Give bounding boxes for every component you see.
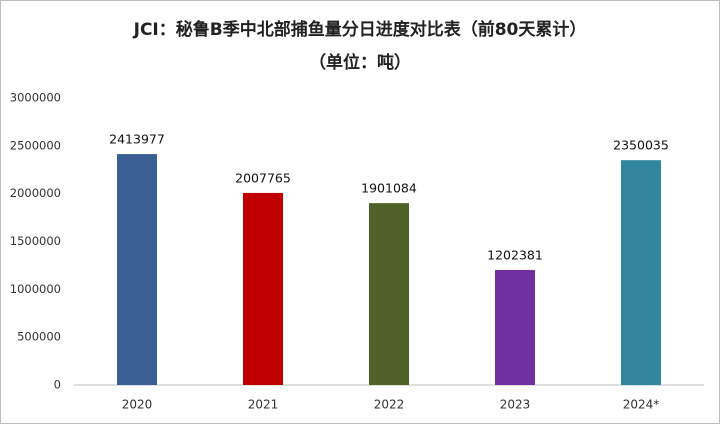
value-label: 1901084 <box>361 181 417 196</box>
chart-subtitle: （单位：吨） <box>309 52 411 73</box>
bar <box>243 192 283 385</box>
chart-title: JCI：秘鲁B季中北部捕鱼量分日进度对比表（前80天累计） <box>133 19 587 40</box>
x-tick-label: 2020 <box>122 398 153 412</box>
y-tick-label: 500000 <box>17 330 61 344</box>
bar <box>369 203 409 385</box>
value-label: 2350035 <box>613 138 669 153</box>
value-label: 2007765 <box>235 170 291 185</box>
x-tick-label: 2021 <box>248 398 279 412</box>
y-tick-label: 3000000 <box>10 91 61 105</box>
value-label: 2413977 <box>109 132 165 147</box>
y-tick-label: 0 <box>54 378 61 392</box>
bar <box>495 269 535 385</box>
bar <box>621 160 661 385</box>
x-tick-label: 2024* <box>623 398 660 412</box>
x-tick-label: 2022 <box>374 398 405 412</box>
y-tick-label: 2000000 <box>10 186 61 200</box>
x-tick-label: 2023 <box>500 398 531 412</box>
y-tick-label: 2500000 <box>10 138 61 152</box>
y-tick-label: 1000000 <box>10 282 61 296</box>
y-tick-label: 1500000 <box>10 234 61 248</box>
value-label: 1202381 <box>487 247 543 262</box>
bar <box>117 154 157 385</box>
